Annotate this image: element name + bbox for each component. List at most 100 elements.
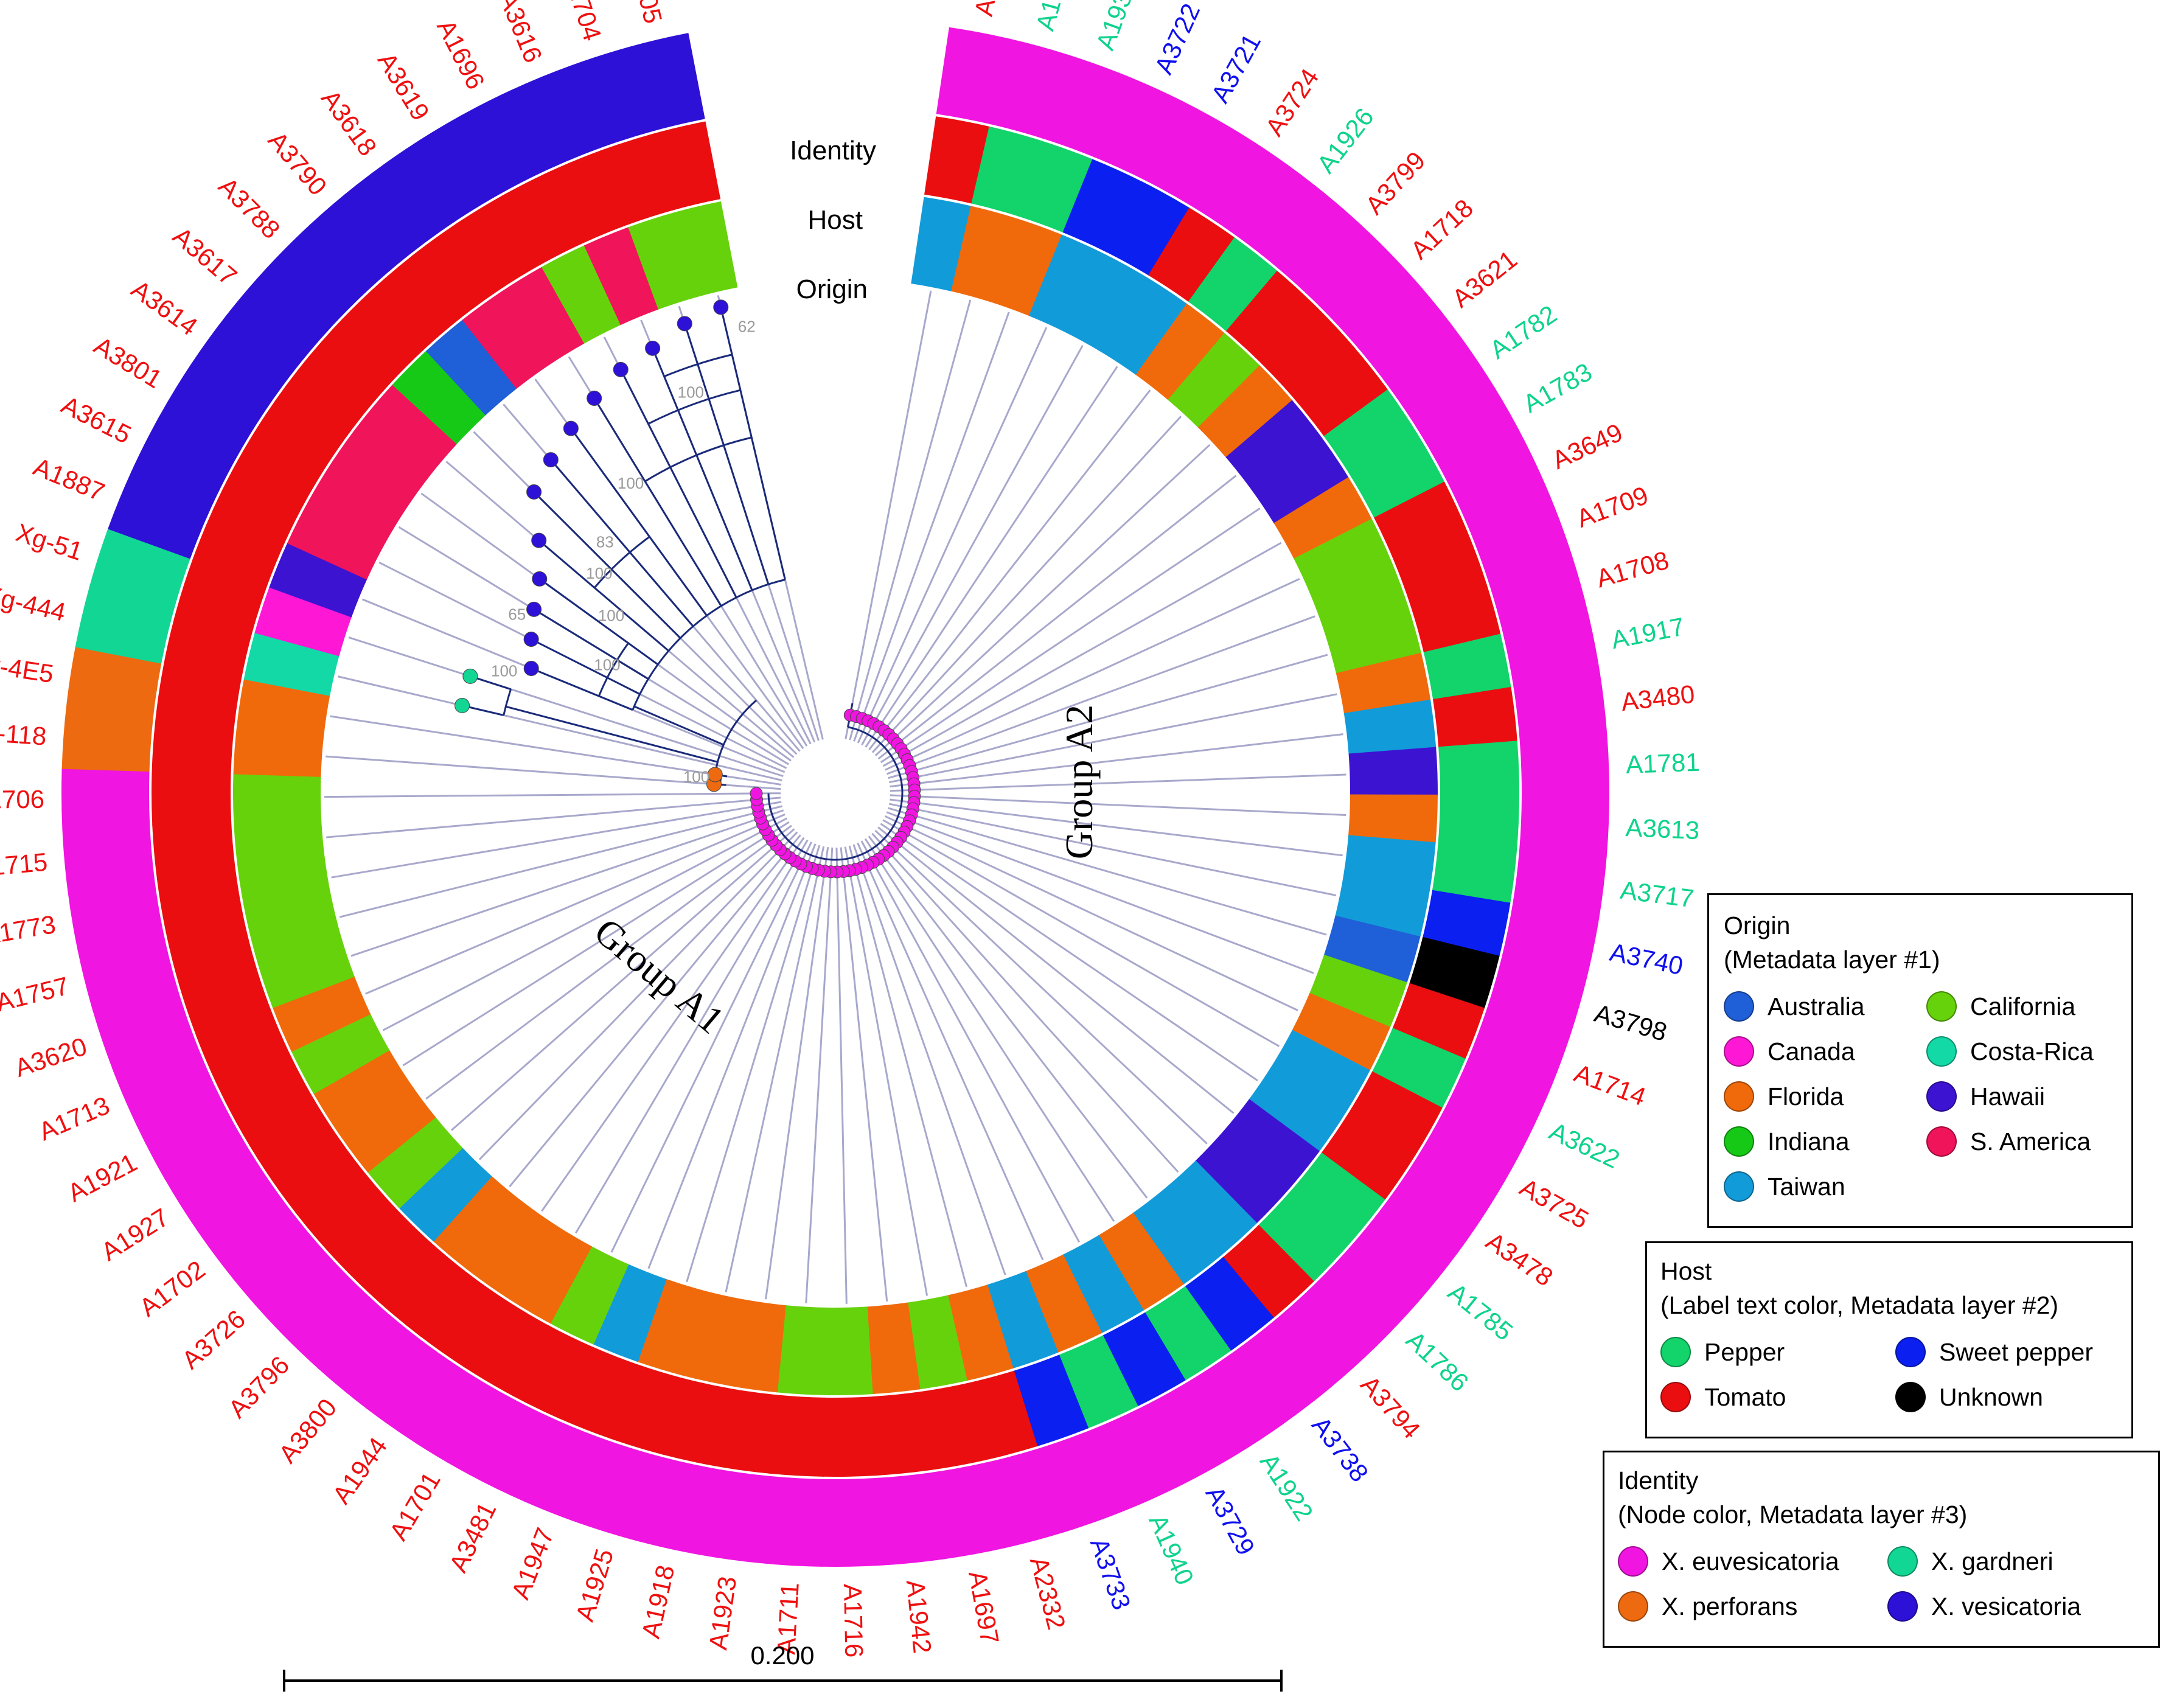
host-cell [919,1382,986,1471]
identity-cell [1488,554,1589,635]
legend-item-costa-rica: Costa-Rica [1926,1031,2117,1072]
origin-cell [236,678,330,737]
origin-cell [1343,699,1437,755]
bootstrap-value: 100 [594,656,620,674]
origin-cell [433,1176,524,1272]
host-cell [1438,741,1519,796]
legend-label: X. gardneri [1931,1547,2053,1575]
leaf-label: A3478 [1481,1227,1558,1292]
leaf-label: A1947 [506,1524,559,1603]
identity-cell [1274,1283,1378,1388]
host-legend-items: Pepper Sweet pepper Tomato Unknown [1660,1332,2118,1417]
host-cell [156,868,244,933]
identity-cell [77,932,177,1011]
leaf-guide-line [478,831,798,1160]
legend-label: X. euvesicatoria [1662,1547,1839,1575]
identity-cell [627,33,705,132]
leaf-guide-line [686,845,821,1283]
leaf-label: A3800 [273,1393,343,1469]
legend-label: Australia [1768,992,1865,1020]
tree-node [613,361,629,377]
legend-label: Hawaii [1970,1082,2046,1110]
group-label-a2: Group A2 [1057,705,1101,859]
leaf-guide-line [889,693,1337,784]
origin-cell [233,773,321,822]
origin-cell [367,1117,463,1209]
leaf-guide-line [765,846,829,1300]
host-cell [1433,686,1517,748]
identity-cell [1278,201,1382,307]
origin-legend-title: Origin [1724,912,1791,939]
legend-swatch [1724,1081,1754,1112]
leaf-label: A3618 [316,85,382,161]
leaf-guide-line [844,846,928,1296]
identity-cell [1143,100,1237,206]
legend-item-australia: Australia [1724,986,1914,1027]
identity-cell [1444,1059,1549,1151]
legend-label: Taiwan [1768,1172,1845,1201]
leaf-label: A3613 [1625,813,1700,845]
legend-swatch [1660,1382,1691,1412]
host-cell [924,116,991,204]
tree-branch [633,705,724,746]
origin-cell [1028,234,1106,333]
identity-cell [877,1472,945,1566]
origin-cell [333,420,431,509]
identity-cell [1315,1243,1419,1347]
leaf-guide-line [888,803,1337,896]
identity-cell [1138,1382,1232,1488]
leaf-label: A1709 [1573,481,1652,533]
leaf-label: A3726 [176,1305,251,1375]
bootstrap-value: 100 [586,564,612,582]
legend-label: Florida [1768,1082,1844,1110]
leaf-label: A1715 [0,848,49,882]
leaf-label: A1942 [901,1578,937,1655]
host-cell [1106,181,1191,276]
leaf-label: A3717 [1618,876,1695,913]
leaf-label: A1716 [838,1583,869,1657]
leaf-guide-line [574,839,809,1234]
leaf-label: A1786 [1401,1325,1474,1397]
identity-cell [759,1476,824,1567]
host-legend: Host (Label text color, Metadata layer #… [1645,1241,2133,1438]
origin-cell [1292,992,1391,1072]
leaf-label: A1923 [703,1575,742,1652]
leaf-label: A1927 [96,1202,174,1266]
legend-item-tomato: Tomato [1660,1377,1883,1417]
leaf-label: A3614 [126,274,203,341]
identity-cell [61,706,154,772]
origin-cell [549,1246,629,1345]
tree-node [587,391,602,406]
identity-cell [1446,441,1551,531]
leaf-guide-line [890,798,1343,857]
leaf-label: A3481 [444,1497,501,1577]
leaf-label: A3733 [1085,1534,1137,1613]
host-cell [378,1243,469,1337]
tree-nodes: 100 100 100 100 100 100 100 83 65 62 [455,299,921,879]
origin-cell [951,206,1018,302]
identity-legend-title: Identity [1618,1466,1699,1494]
identity-cell [75,586,174,664]
bootstrap-value: 83 [596,532,614,551]
tree-node [543,452,559,468]
identity-cell [1356,288,1461,389]
leaf-guide-line [868,389,1151,751]
tree-branch [619,369,737,598]
origin-cell [636,1278,706,1376]
host-cell [192,508,286,587]
origin-cell [313,1049,412,1135]
legend-item-x-euvesicatoria: X. euvesicatoria [1618,1541,1875,1581]
identity-cell [1502,903,1600,979]
tree-node [523,632,539,647]
identity-cell [458,89,550,194]
legend-item-florida: Florida [1724,1076,1914,1117]
identity-cell [1417,1109,1523,1204]
host-cell [1374,481,1468,562]
origin-cell [1311,562,1409,635]
identity-legend-subtitle: (Node color, Metadata layer #3) [1618,1501,1968,1528]
legend-label: S. America [1970,1127,2091,1156]
leaf-label: 91-118 [0,717,47,751]
identity-cell [1386,1156,1493,1255]
identity-cell [164,1135,270,1232]
leaf-guide-line [324,792,781,798]
